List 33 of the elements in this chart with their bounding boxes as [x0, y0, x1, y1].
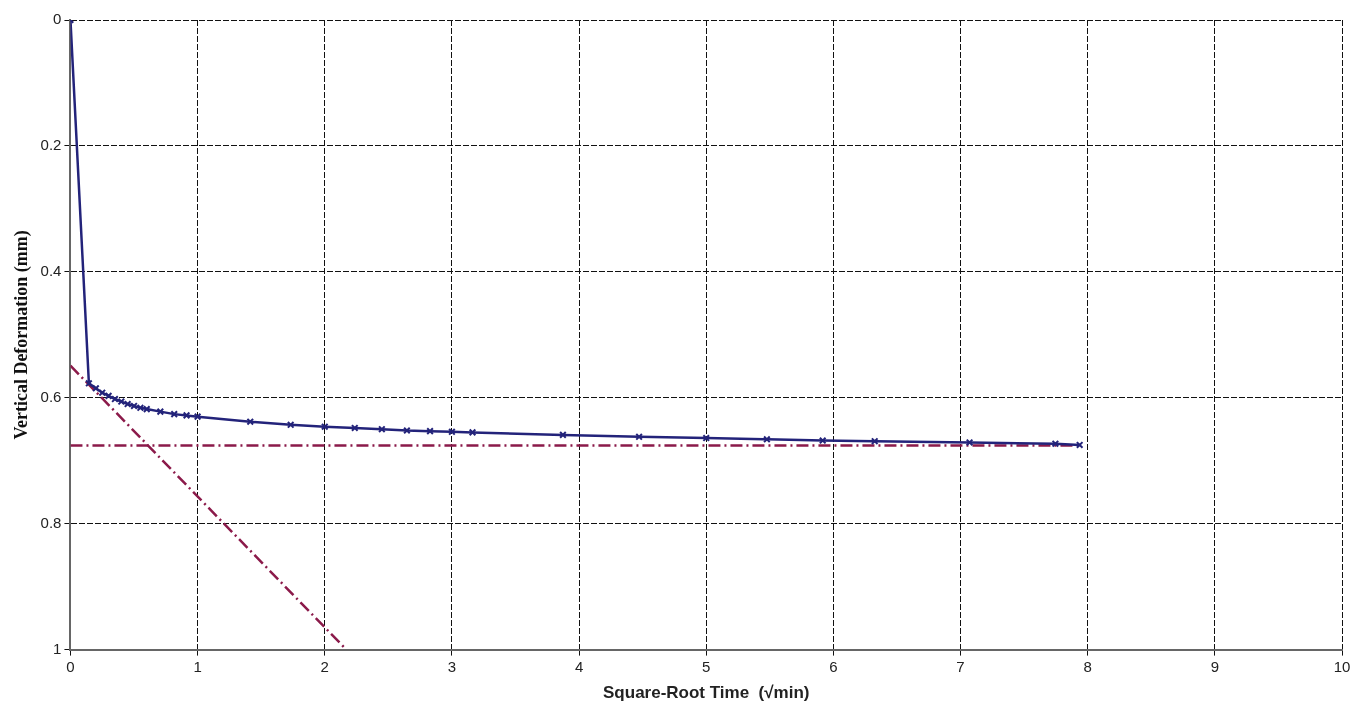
- y-tick-label: 0.2: [40, 136, 62, 154]
- point: [193, 412, 202, 421]
- point: [182, 411, 191, 420]
- x-tick-label: 1: [193, 657, 202, 675]
- y-tick-label: 0.6: [40, 387, 62, 405]
- y-axis-title: Vertical Deformation (mm): [11, 230, 33, 440]
- point: [468, 428, 477, 437]
- point: [378, 425, 386, 434]
- x-tick-label: 6: [829, 657, 838, 675]
- x-tick-label: 0: [66, 657, 75, 675]
- point: [117, 397, 126, 406]
- point: [1051, 439, 1060, 448]
- x-tick-label: 3: [447, 657, 457, 675]
- x-tick-label: 4: [574, 657, 584, 675]
- x-tick-label: 2: [320, 657, 329, 675]
- y-tick-label: 0.8: [40, 513, 62, 531]
- y-tick-label: 0: [53, 10, 62, 28]
- point: [818, 436, 827, 445]
- point: [123, 400, 132, 408]
- point: [1075, 441, 1084, 449]
- y-tick-label: 0.4: [40, 261, 62, 279]
- point: [85, 379, 93, 388]
- x-tick-label: 8: [1083, 657, 1092, 675]
- point: [965, 438, 974, 447]
- y-tick-label: 1: [53, 639, 62, 657]
- x-tick-label: 7: [956, 657, 965, 675]
- x-tick-label: 5: [702, 657, 711, 675]
- point: [403, 426, 411, 435]
- x-tick-label: 9: [1210, 657, 1220, 675]
- point: [142, 405, 151, 413]
- x-tick-label: 10: [1333, 657, 1351, 675]
- point: [156, 407, 165, 416]
- x-axis-title: Square-Root Time (√min): [603, 683, 810, 703]
